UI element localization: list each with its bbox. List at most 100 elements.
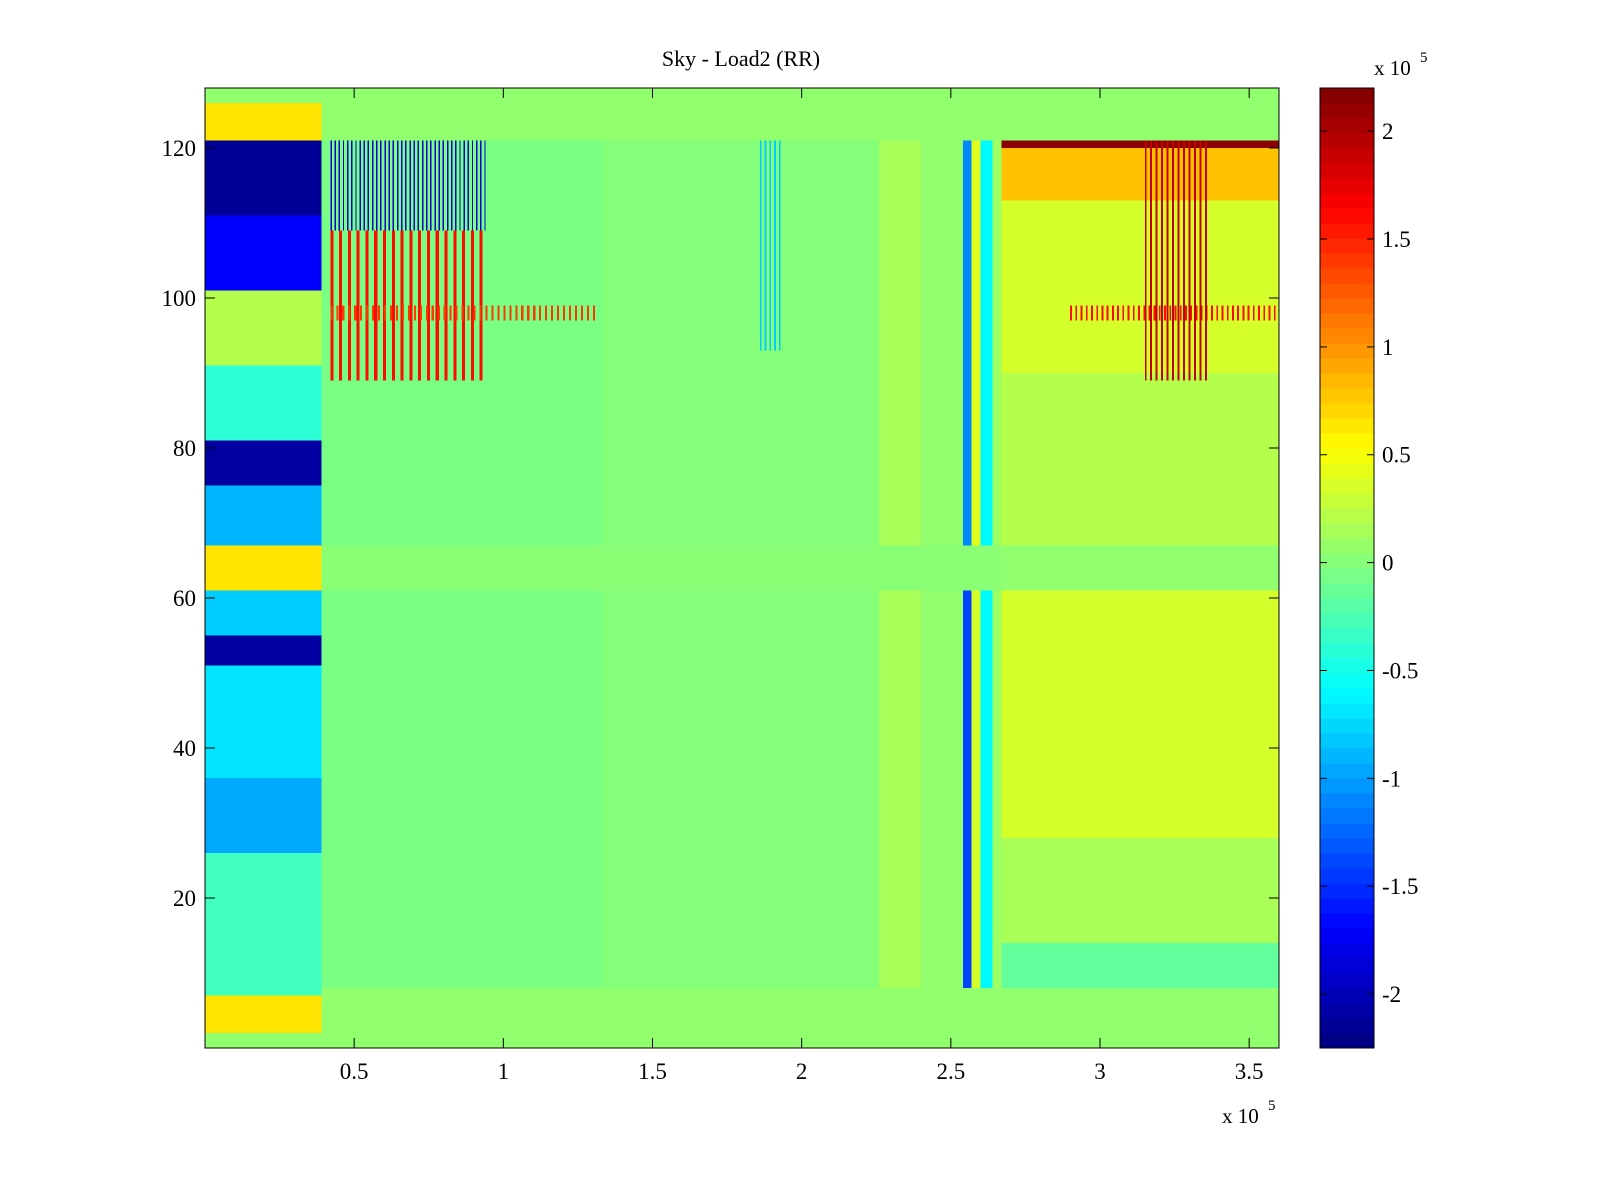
colorbar-segment [1320, 403, 1374, 419]
heatmap-cell [962, 545, 1002, 591]
heatmap-cell [971, 545, 981, 988]
colorbar: -2 -1.5 -1 -0.5 0 0.5 1 1.5 2 x 10 5 [1319, 50, 1428, 1049]
colorbar-segment [1320, 703, 1374, 719]
heatmap-cell [1001, 590, 1279, 838]
plot-area: 0.5 1 1.5 2 2.5 3 3.5 20 40 60 80 100 120 [162, 87, 1280, 1084]
heatmap-stripe [431, 305, 434, 321]
heatmap-stripe [455, 140, 457, 231]
colorbar-segment [1320, 568, 1374, 584]
heatmap-stripe [1242, 305, 1245, 321]
heatmap-cell [205, 440, 322, 486]
colorbar-segment [1320, 343, 1374, 359]
heatmap-stripe [1127, 305, 1130, 321]
colorbar-segment [1320, 448, 1374, 464]
colorbar-segment [1320, 958, 1374, 974]
heatmap-stripe [401, 305, 404, 321]
heatmap-stripe [348, 305, 351, 321]
plot-frame [204, 87, 1280, 1049]
heatmap-stripe [425, 305, 428, 321]
heatmap-stripe [1221, 305, 1224, 321]
colorbar-segment [1320, 508, 1374, 524]
heatmap-stripe [1091, 305, 1093, 321]
colorbar-segment [1320, 988, 1374, 1004]
heatmap-stripe [475, 140, 478, 231]
heatmap-stripe [342, 305, 345, 321]
colorbar-segment [1320, 643, 1374, 659]
heatmap-cell [205, 590, 322, 636]
heatmap-stripe [1200, 305, 1203, 321]
heatmap-stripe [1153, 305, 1156, 321]
heatmap-stripe [1179, 305, 1182, 321]
heatmap-stripe [444, 230, 448, 381]
heatmap-stripe [1183, 140, 1185, 381]
heatmap-stripe [372, 305, 375, 321]
heatmap-stripe [401, 140, 403, 231]
colorbar-segment [1320, 868, 1374, 884]
colorbar-segment [1320, 223, 1374, 239]
x-tick-label: 2.5 [936, 1059, 965, 1084]
heatmap-stripe [342, 140, 345, 231]
heatmap-stripe [426, 230, 431, 381]
heatmap-stripe [367, 140, 370, 231]
heatmap-stripe [419, 305, 422, 321]
heatmap-stripe [363, 140, 366, 231]
heatmap-stripe [384, 140, 386, 231]
colorbar-segment [1320, 463, 1374, 479]
colorbar-segment [1320, 118, 1374, 134]
colorbar-segment [1320, 808, 1374, 824]
colorbar-multiplier-base: x 10 [1374, 56, 1411, 80]
y-tick-label: 120 [162, 136, 197, 161]
heatmap-stripe [1216, 305, 1219, 321]
colorbar-tick-label: -1 [1382, 766, 1401, 791]
colorbar-segment [1320, 88, 1374, 104]
colorbar-segment [1320, 838, 1374, 854]
colorbar-segment [1320, 553, 1374, 569]
heatmap-stripe [354, 305, 357, 321]
colorbar-segment [1320, 613, 1374, 629]
heatmap-stripe [1232, 305, 1234, 321]
heatmap-stripe [366, 305, 369, 321]
colorbar-segment [1320, 268, 1374, 284]
heatmap-stripe [1138, 305, 1140, 321]
heatmap-stripe [1144, 140, 1147, 381]
heatmap-stripe [1166, 140, 1169, 381]
heatmap-stripe [409, 230, 413, 381]
heatmap-stripe [330, 305, 333, 321]
colorbar-segment [1320, 418, 1374, 434]
colorbar-segment [1320, 898, 1374, 914]
colorbar-segment [1320, 358, 1374, 374]
heatmap-stripe [467, 305, 470, 321]
heatmap-cell [971, 140, 981, 546]
heatmap-stripe [1106, 305, 1109, 321]
heatmap-stripe [346, 140, 349, 231]
heatmap-stripe [491, 305, 494, 321]
heatmap-cell [962, 545, 972, 988]
heatmap-stripe [764, 140, 767, 351]
heatmap-stripe [392, 140, 395, 231]
heatmap-cell [1001, 943, 1279, 988]
heatmap-stripe [1070, 305, 1072, 321]
colorbar-gradient [1320, 88, 1374, 1049]
heatmap-stripe [453, 230, 457, 381]
colorbar-tick-label: 0 [1382, 551, 1394, 576]
x-tick-label: 2 [796, 1059, 808, 1084]
x-tick-label: 3 [1094, 1059, 1106, 1084]
heatmap-stripe [1211, 305, 1213, 321]
heatmap-stripe [527, 305, 530, 321]
colorbar-segment [1320, 238, 1374, 254]
heatmap-stripe [1193, 140, 1196, 381]
colorbar-segment [1320, 1003, 1374, 1019]
heatmap-stripe [449, 305, 452, 321]
heatmap-stripe [533, 305, 536, 321]
heatmap-stripe [437, 305, 440, 321]
heatmap-stripe [1199, 140, 1202, 381]
colorbar-segment [1320, 688, 1374, 704]
y-axis: 20 40 60 80 100 120 [162, 136, 1279, 911]
heatmap-stripe [1247, 305, 1250, 321]
colorbar-segment [1320, 178, 1374, 194]
heatmap-cell [1001, 373, 1279, 546]
colorbar-multiplier-exponent: 5 [1420, 50, 1428, 66]
heatmap-stripe [334, 140, 336, 231]
colorbar-frame [1319, 87, 1375, 1049]
colorbar-segment [1320, 193, 1374, 209]
